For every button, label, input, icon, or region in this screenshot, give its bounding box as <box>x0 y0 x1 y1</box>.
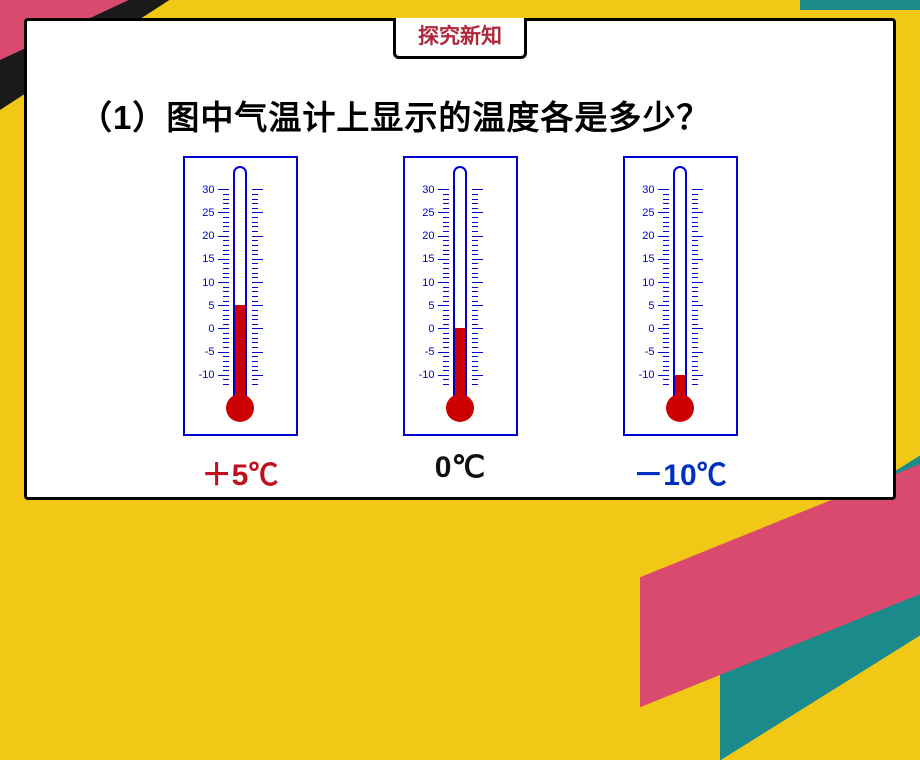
mercury-column <box>235 305 245 398</box>
scale-right <box>692 190 724 385</box>
section-header: 探究新知 <box>393 18 527 59</box>
scale-left: -10-5051015202530 <box>637 190 669 385</box>
temperature-reading: ＋5℃ <box>202 450 279 494</box>
mercury-column <box>455 328 465 398</box>
temperature-reading: 0℃ <box>435 450 485 485</box>
thermometer-box: -10-5051015202530 <box>183 156 298 436</box>
thermometer-bulb <box>226 394 254 422</box>
thermometer-box: -10-5051015202530 <box>403 156 518 436</box>
scale-left: -10-5051015202530 <box>417 190 449 385</box>
tick-label: 30 <box>642 184 654 196</box>
thermometer-box: -10-5051015202530 <box>623 156 738 436</box>
thermometer-bulb <box>666 394 694 422</box>
tick-label: 30 <box>202 184 214 196</box>
slide-frame: （1）图中气温计上显示的温度各是多少？ -10-5051015202530 ＋5℃… <box>24 18 896 500</box>
question-text: （1）图中气温计上显示的温度各是多少？ <box>79 91 710 139</box>
temperature-reading: －10℃ <box>633 450 726 494</box>
thermometer-2: -10-5051015202530 －10℃ <box>623 156 738 494</box>
thermometer-1: -10-5051015202530 0℃ <box>403 156 518 494</box>
scale-left: -10-5051015202530 <box>197 190 229 385</box>
thermometer-bulb <box>446 394 474 422</box>
bg-shape-teal-top <box>800 0 920 10</box>
scale-right <box>472 190 504 385</box>
thermometer-row: -10-5051015202530＋5℃-10-50510152025300℃-… <box>27 156 893 494</box>
thermometer-0: -10-5051015202530 ＋5℃ <box>183 156 298 494</box>
tick-label: 30 <box>422 184 434 196</box>
scale-right <box>252 190 284 385</box>
